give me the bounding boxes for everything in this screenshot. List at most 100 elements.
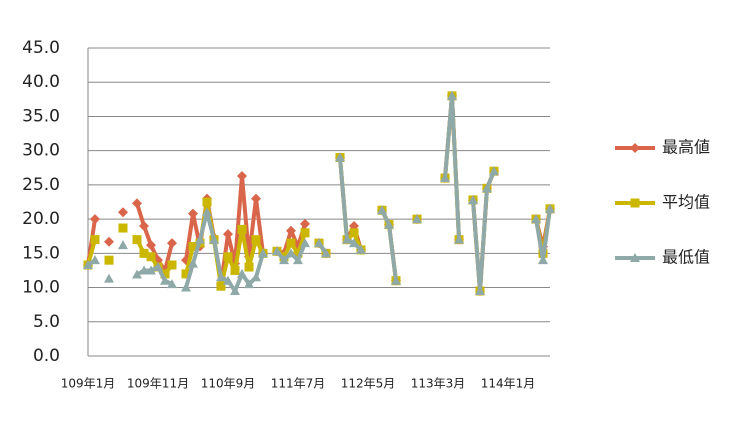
marker — [251, 235, 261, 245]
marker — [482, 183, 492, 193]
marker — [139, 220, 149, 231]
marker — [293, 255, 303, 265]
marker — [118, 223, 128, 233]
marker — [216, 281, 226, 291]
x-tick-label: 110年9月 — [201, 377, 256, 391]
marker — [230, 265, 240, 275]
marker — [90, 255, 100, 265]
marker — [349, 238, 359, 248]
marker — [167, 279, 177, 289]
marker — [244, 262, 254, 272]
marker — [209, 234, 219, 244]
marker — [118, 240, 128, 250]
marker — [195, 234, 205, 244]
marker — [118, 207, 128, 218]
marker — [146, 240, 156, 251]
legend-label: 最高値 — [662, 138, 710, 157]
marker — [300, 218, 310, 229]
marker — [90, 235, 100, 245]
marker — [286, 248, 296, 258]
marker — [377, 205, 387, 215]
marker — [160, 269, 170, 279]
marker — [216, 272, 226, 282]
marker — [630, 253, 640, 262]
marker — [342, 234, 352, 244]
y-tick-label: 30.0 — [22, 141, 60, 161]
y-tick-label: 5.0 — [33, 312, 60, 332]
marker — [384, 219, 394, 229]
marker — [356, 244, 366, 254]
marker — [335, 152, 345, 162]
marker — [181, 269, 191, 279]
marker — [181, 282, 191, 292]
marker — [279, 255, 289, 265]
marker — [146, 265, 156, 275]
marker — [475, 285, 485, 295]
y-tick-label: 45.0 — [22, 38, 60, 58]
marker — [237, 268, 247, 278]
marker — [412, 214, 422, 224]
marker — [188, 208, 198, 219]
legend-label: 最低值 — [662, 248, 710, 267]
marker — [237, 170, 247, 181]
y-tick-label: 15.0 — [22, 243, 60, 263]
y-tick-label: 40.0 — [22, 72, 60, 92]
marker — [300, 238, 310, 248]
marker — [104, 236, 114, 247]
marker — [321, 248, 331, 258]
x-tick-label: 114年1月 — [481, 377, 536, 391]
marker — [391, 275, 401, 285]
marker — [139, 265, 149, 275]
marker — [545, 203, 555, 213]
marker — [167, 260, 177, 270]
marker — [251, 272, 261, 282]
marker — [202, 197, 212, 207]
marker — [293, 248, 303, 258]
marker — [630, 198, 640, 208]
x-tick-label: 112年5月 — [341, 377, 396, 391]
x-tick-label: 111年7月 — [271, 377, 326, 391]
marker — [104, 273, 114, 283]
marker — [230, 285, 240, 295]
marker — [146, 252, 156, 262]
marker — [251, 193, 261, 204]
marker — [139, 248, 149, 258]
marker — [188, 258, 198, 268]
marker — [258, 248, 268, 258]
marker — [167, 238, 177, 249]
marker — [202, 207, 212, 217]
marker — [468, 194, 478, 204]
marker — [286, 225, 296, 236]
y-tick-label: 25.0 — [22, 175, 60, 195]
marker — [454, 234, 464, 244]
marker — [489, 166, 499, 176]
marker — [223, 229, 233, 240]
x-tick-label: 113年3月 — [411, 377, 466, 391]
marker — [300, 228, 310, 238]
marker — [160, 275, 170, 285]
marker — [244, 279, 254, 289]
marker — [440, 173, 450, 183]
marker — [83, 259, 93, 269]
y-tick-label: 35.0 — [22, 106, 60, 126]
y-tick-label: 20.0 — [22, 209, 60, 229]
marker — [272, 246, 282, 256]
y-tick-label: 0.0 — [33, 346, 60, 366]
marker — [286, 238, 296, 248]
marker — [153, 262, 163, 272]
marker — [132, 235, 142, 245]
marker — [349, 228, 359, 238]
marker — [223, 252, 233, 262]
marker — [223, 275, 233, 285]
marker — [538, 255, 548, 265]
legend-label: 平均值 — [662, 193, 710, 212]
marker — [531, 214, 541, 224]
x-tick-label: 109年11月 — [127, 377, 189, 391]
y-tick-label: 10.0 — [22, 278, 60, 298]
marker — [104, 255, 114, 265]
x-tick-label: 109年1月 — [61, 377, 116, 391]
marker — [132, 269, 142, 279]
marker — [90, 214, 100, 225]
marker — [237, 224, 247, 234]
